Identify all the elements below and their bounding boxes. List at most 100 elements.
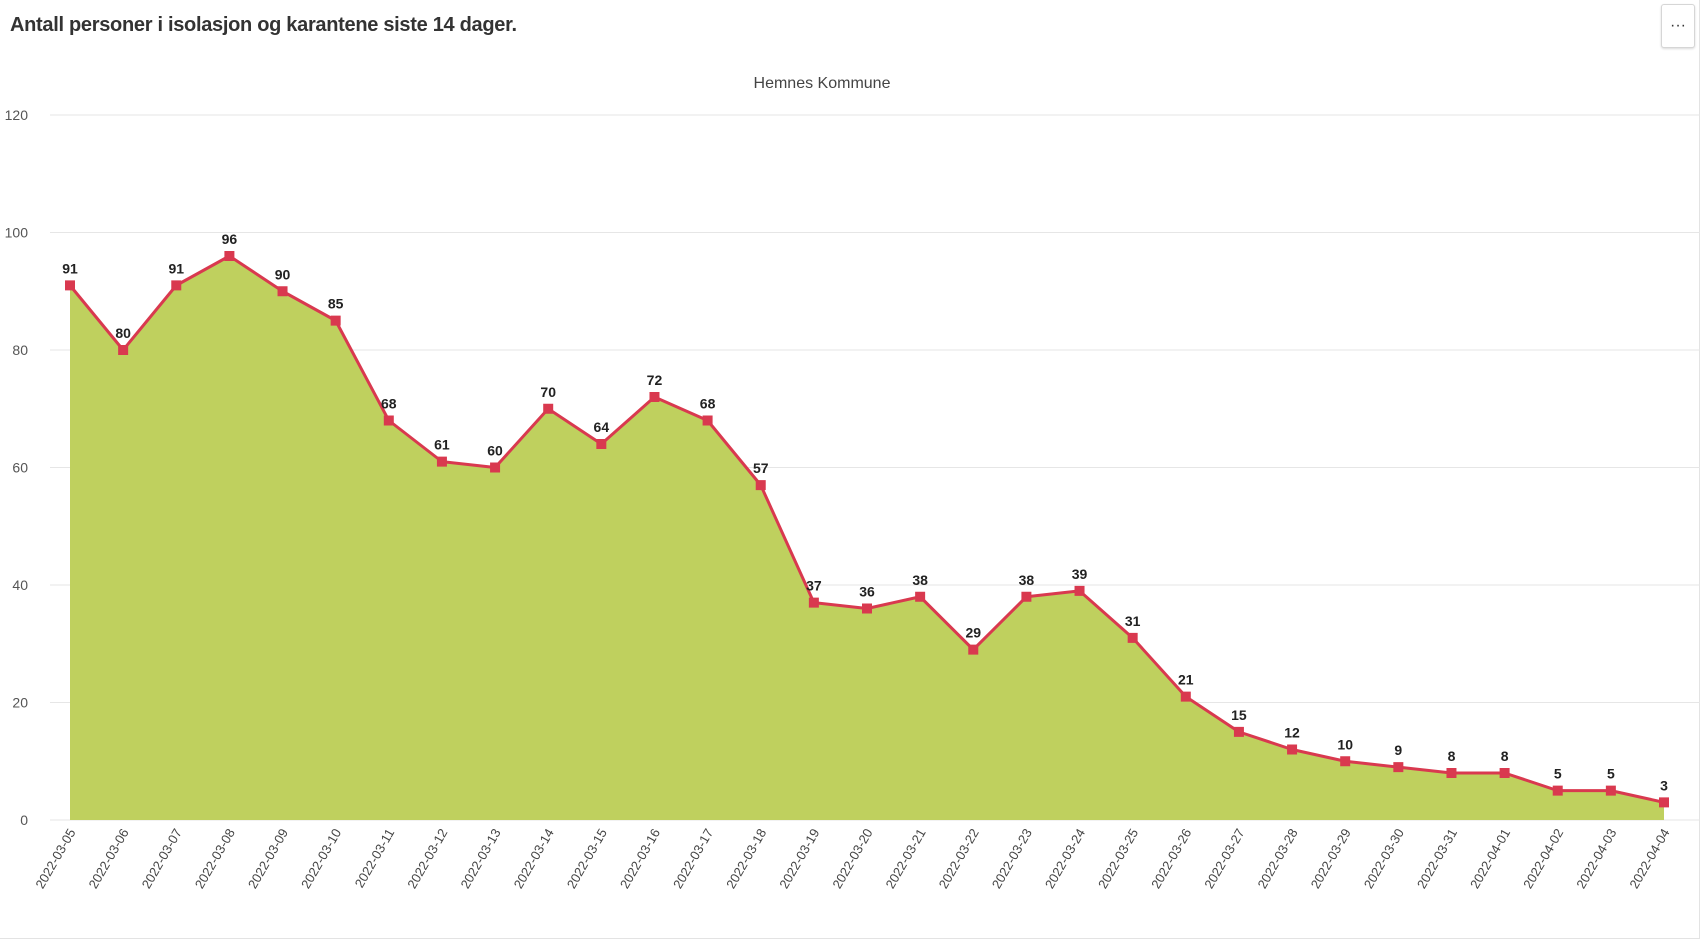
x-tick-label: 2022-03-18	[723, 826, 769, 891]
data-point	[968, 644, 979, 655]
data-point	[808, 597, 819, 608]
data-point	[383, 415, 394, 426]
x-tick-label: 2022-04-03	[1573, 826, 1619, 891]
x-tick-label: 2022-04-04	[1626, 826, 1672, 891]
data-label: 85	[328, 296, 344, 312]
x-tick-label: 2022-03-12	[404, 826, 450, 891]
data-label: 5	[1607, 766, 1615, 782]
data-label: 57	[753, 460, 769, 476]
x-tick-label: 2022-03-11	[352, 826, 398, 890]
x-tick-label: 2022-03-14	[511, 826, 557, 891]
data-label: 61	[434, 437, 450, 453]
x-tick-label: 2022-03-21	[882, 826, 928, 891]
data-label: 39	[1072, 566, 1088, 582]
data-point	[1552, 785, 1563, 796]
data-point	[65, 280, 75, 291]
x-tick-label: 2022-03-13	[457, 826, 503, 891]
data-point	[1659, 797, 1669, 808]
x-tick-label: 2022-03-24	[1042, 826, 1088, 891]
x-tick-label: 2022-03-29	[1308, 826, 1354, 891]
data-label: 8	[1501, 748, 1509, 764]
y-tick-label: 0	[20, 812, 28, 828]
x-tick-label: 2022-04-01	[1467, 826, 1513, 891]
data-point	[436, 456, 447, 467]
x-tick-label: 2022-03-19	[776, 826, 822, 891]
data-label: 38	[912, 572, 928, 588]
x-tick-label: 2022-03-07	[139, 826, 185, 891]
data-label: 70	[540, 384, 556, 400]
x-tick-label: 2022-03-09	[245, 826, 291, 891]
data-point	[915, 591, 926, 602]
more-options-button[interactable]: ···	[1661, 4, 1695, 48]
x-tick-label: 2022-03-30	[1361, 826, 1407, 891]
data-point	[277, 286, 288, 297]
x-tick-label: 2022-03-26	[1148, 826, 1194, 891]
data-label: 15	[1231, 707, 1247, 723]
data-label: 96	[222, 231, 238, 247]
x-tick-label: 2022-03-08	[192, 826, 238, 891]
data-point	[330, 315, 341, 326]
data-point	[490, 462, 501, 473]
series-markers	[65, 251, 1669, 808]
data-point	[862, 603, 872, 614]
x-tick-label: 2022-03-17	[670, 826, 716, 891]
data-label: 90	[275, 266, 291, 282]
data-point	[1021, 591, 1032, 602]
data-point	[1393, 762, 1404, 773]
x-tick-label: 2022-03-28	[1254, 826, 1300, 891]
y-tick-label: 100	[5, 225, 29, 241]
data-point	[1605, 785, 1616, 796]
data-label: 91	[62, 260, 78, 276]
series-area	[68, 254, 1665, 820]
panel-title: Antall personer i isolasjon og karantene…	[10, 14, 517, 36]
y-tick-label: 120	[5, 107, 29, 123]
data-label: 38	[1019, 572, 1035, 588]
data-label: 68	[700, 396, 716, 412]
data-label: 37	[806, 578, 822, 594]
x-tick-label: 2022-03-27	[1201, 826, 1247, 891]
data-label: 10	[1337, 736, 1353, 752]
data-point	[649, 392, 660, 402]
x-tick-label: 2022-03-23	[989, 826, 1035, 891]
chart-title: Hemnes Kommune	[754, 75, 891, 92]
x-tick-label: 2022-03-31	[1414, 826, 1460, 891]
data-point	[596, 439, 607, 449]
data-label: 21	[1178, 672, 1194, 688]
x-tick-label: 2022-03-25	[1095, 826, 1141, 891]
data-point	[755, 480, 766, 491]
data-label: 72	[647, 372, 663, 388]
data-point	[1180, 691, 1191, 702]
data-label: 12	[1284, 725, 1300, 741]
data-point	[1287, 744, 1298, 755]
data-point	[1446, 768, 1457, 778]
data-point	[1499, 768, 1510, 778]
data-label: 29	[965, 625, 981, 641]
data-point	[702, 415, 713, 426]
y-tick-label: 40	[12, 577, 28, 593]
data-label: 64	[594, 419, 610, 435]
data-point	[1233, 726, 1244, 737]
data-label: 8	[1448, 748, 1456, 764]
data-point	[171, 280, 182, 291]
data-point	[1074, 585, 1085, 596]
y-tick-label: 20	[12, 695, 28, 711]
data-label: 68	[381, 396, 397, 412]
x-tick-label: 2022-03-10	[298, 826, 344, 891]
x-tick-label: 2022-03-15	[564, 826, 610, 891]
data-point	[1340, 756, 1351, 767]
area-fill	[70, 256, 1664, 820]
data-label: 9	[1394, 742, 1402, 758]
ellipsis-icon: ···	[1670, 17, 1686, 34]
x-tick-label: 2022-03-06	[85, 826, 131, 891]
y-axis: 0 20 40 60 80 100 120	[5, 107, 29, 828]
data-point	[1127, 632, 1138, 643]
y-tick-label: 80	[12, 342, 28, 358]
x-tick-label: 2022-03-22	[936, 826, 982, 891]
x-tick-label: 2022-04-02	[1520, 826, 1566, 891]
data-label: 3	[1660, 777, 1668, 793]
x-axis: 2022-03-05 2022-03-06 2022-03-07 2022-03-08…	[32, 826, 1672, 891]
data-label: 5	[1554, 766, 1562, 782]
